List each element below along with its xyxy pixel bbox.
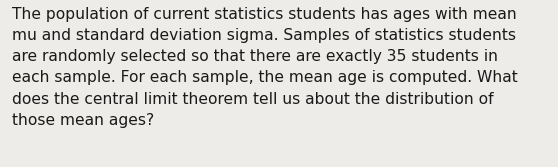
Text: The population of current statistics students has ages with mean
mu and standard: The population of current statistics stu… xyxy=(12,7,518,128)
